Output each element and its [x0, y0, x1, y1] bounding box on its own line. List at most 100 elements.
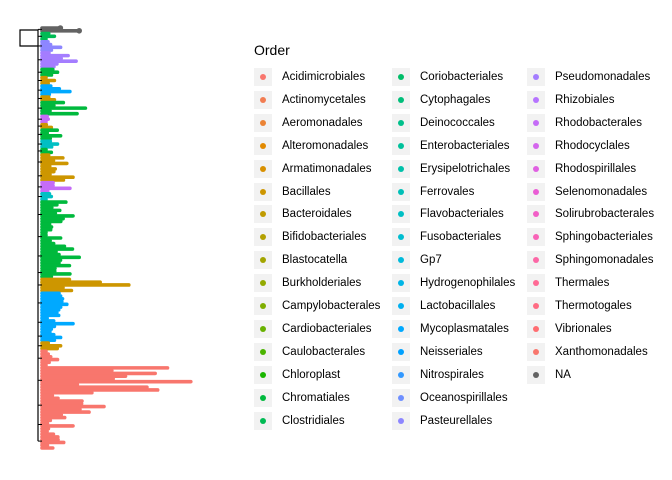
legend-key: [254, 388, 272, 407]
legend-dot-icon: [260, 74, 266, 80]
legend-label: Bacteroidales: [282, 208, 352, 221]
legend-dot-icon: [398, 325, 404, 332]
legend-dot-icon: [260, 211, 266, 218]
legend-dot-icon: [398, 165, 404, 172]
legend-key: [392, 365, 410, 384]
legend-key: [392, 251, 410, 270]
legend-key: [527, 365, 545, 384]
legend-item: Rhodospirillales: [527, 159, 636, 179]
legend-item: Bacillales: [254, 182, 331, 202]
legend-label: Ferrovales: [420, 185, 475, 198]
legend-item: Caulobacterales: [254, 342, 365, 362]
legend-key: [527, 297, 545, 315]
legend-label: Bifidobacteriales: [282, 231, 367, 244]
tip-point: [76, 27, 82, 34]
legend-key: [254, 342, 272, 361]
legend-dot-icon: [533, 142, 539, 149]
legend-dot-icon: [260, 96, 266, 103]
legend-label: Campylobacterales: [282, 300, 381, 312]
legend-key: [254, 274, 272, 293]
legend-item: Gp7: [392, 250, 442, 270]
legend-label: Enterobacteriales: [420, 139, 510, 152]
legend-key: [527, 159, 545, 178]
legend-dot-icon: [260, 234, 266, 241]
legend-key: [527, 228, 545, 247]
legend-item: Vibrionales: [527, 319, 612, 339]
legend-label: Cytophagales: [420, 93, 491, 106]
legend-item: Solirubrobacterales: [527, 204, 654, 224]
legend-item: Hydrogenophilales: [392, 273, 515, 293]
legend-label: Vibrionales: [555, 322, 612, 335]
legend-label: Rhodocyclales: [555, 139, 630, 152]
legend-key: [527, 68, 545, 86]
legend-dot-icon: [533, 371, 539, 378]
legend-dot-icon: [260, 417, 266, 424]
legend-key: [392, 182, 410, 201]
legend-label: Actinomycetales: [282, 93, 366, 106]
legend-label: Cardiobacteriales: [282, 322, 372, 335]
legend-key: [254, 159, 272, 178]
legend-item: Sphingobacteriales: [527, 227, 653, 247]
legend-item: Ferrovales: [392, 182, 474, 202]
legend-key: [392, 113, 410, 132]
legend-item: Lactobacillales: [392, 296, 495, 316]
legend-key: [392, 411, 410, 430]
legend-label: Hydrogenophilales: [420, 277, 516, 290]
legend-item: Mycoplasmatales: [392, 319, 509, 339]
legend-dot-icon: [260, 325, 266, 332]
legend-dot-icon: [533, 280, 539, 287]
legend-dot-icon: [398, 394, 404, 401]
legend-dot-icon: [260, 165, 266, 172]
legend-item: Pasteurellales: [392, 411, 492, 431]
legend-item: Nitrospirales: [392, 365, 484, 385]
legend-label: Solirubrobacterales: [555, 208, 655, 221]
legend-label: Rhizobiales: [555, 93, 615, 106]
legend-label: Mycoplasmatales: [420, 322, 509, 335]
legend-key: [527, 274, 545, 293]
legend-label: Sphingobacteriales: [555, 231, 653, 244]
legend-dot-icon: [260, 394, 266, 401]
legend-label: Oceanospirillales: [420, 391, 508, 404]
legend-label: Selenomonadales: [555, 185, 648, 198]
legend-label: Neisseriales: [420, 345, 483, 358]
legend-key: [254, 182, 272, 201]
legend-key: [254, 113, 272, 132]
legend-key: [392, 319, 410, 338]
legend-dot-icon: [260, 142, 266, 149]
legend-dot-icon: [398, 74, 404, 80]
legend-dot-icon: [533, 74, 539, 80]
legend-key: [527, 90, 545, 109]
legend-item: Cardiobacteriales: [254, 319, 372, 339]
legend-key: [527, 205, 545, 224]
legend-item: Clostridiales: [254, 411, 345, 431]
legend-label: Rhodospirillales: [555, 162, 637, 175]
legend-key: [392, 228, 410, 247]
legend-item: Erysipelotrichales: [392, 159, 510, 179]
legend-key: [392, 274, 410, 293]
legend-key: [254, 319, 272, 338]
legend-item: Sphingomonadales: [527, 250, 653, 270]
legend-item: Aeromonadales: [254, 113, 363, 133]
legend-key: [254, 136, 272, 155]
legend-key: [527, 182, 545, 201]
legend-key: [527, 342, 545, 361]
legend-item: Chromatiales: [254, 388, 350, 408]
legend-dot-icon: [260, 119, 266, 126]
legend-dot-icon: [398, 234, 404, 241]
legend-item: Enterobacteriales: [392, 136, 510, 156]
legend-label: Burkholderiales: [282, 277, 362, 290]
legend-item: Chloroplast: [254, 365, 340, 385]
legend-dot-icon: [533, 257, 539, 264]
legend-item: Pseudomonadales: [527, 67, 650, 87]
legend-label: Pseudomonadales: [555, 71, 651, 83]
legend-key: [254, 365, 272, 384]
legend-label: Flavobacteriales: [420, 208, 504, 221]
legend-item: Rhizobiales: [527, 90, 614, 110]
legend-item: Burkholderiales: [254, 273, 361, 293]
legend-key: [527, 136, 545, 155]
legend-dot-icon: [533, 211, 539, 218]
legend-key: [392, 159, 410, 178]
legend-item: Bifidobacteriales: [254, 227, 366, 247]
legend-key: [527, 251, 545, 270]
legend-dot-icon: [260, 371, 266, 378]
